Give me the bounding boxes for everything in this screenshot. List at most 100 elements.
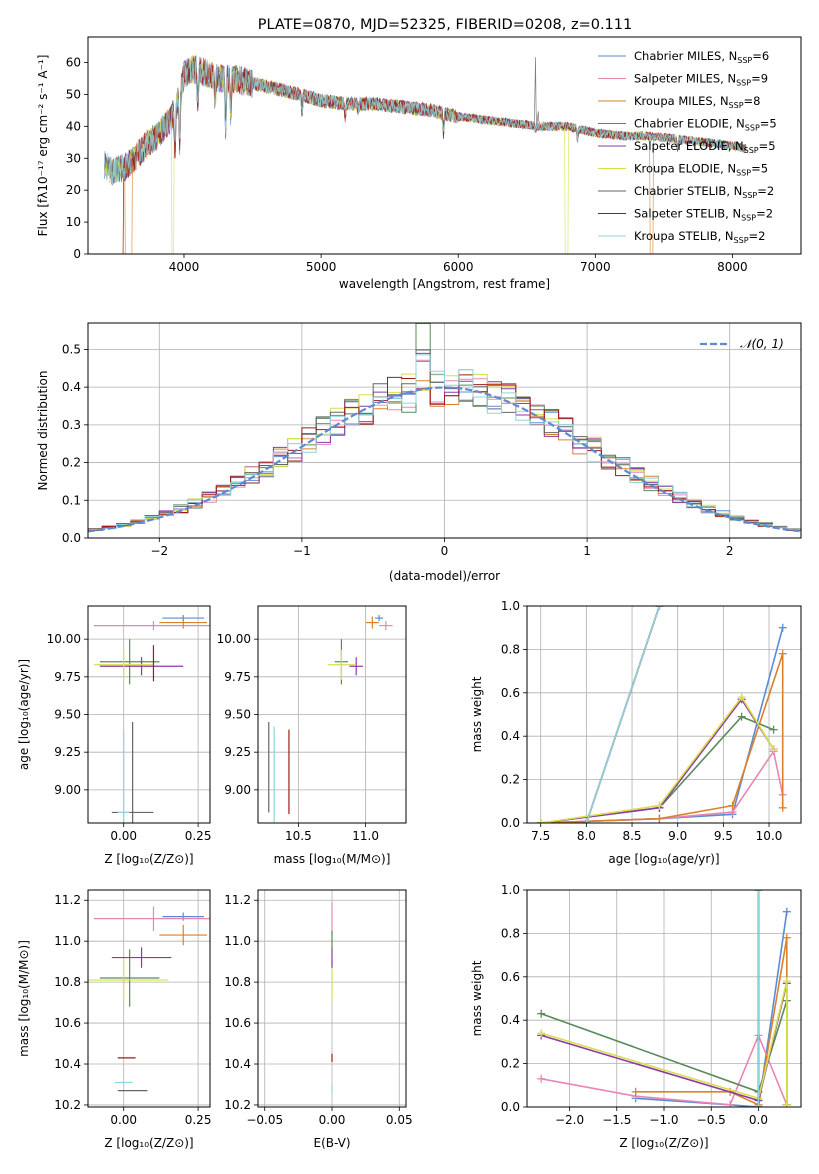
x-tick-label: 8000 xyxy=(717,260,748,274)
axes-frame xyxy=(87,36,802,255)
y-tick-label: 0.4 xyxy=(501,729,520,743)
x-axis-label: Z [log₁₀(Z/Z⊙)] xyxy=(619,1136,708,1150)
legend-entry: Kroupa ELODIE, NSSP=5 xyxy=(634,162,768,178)
y-axis-label: Flux [fλ10⁻¹⁷ erg cm⁻² s⁻¹ A⁻¹] xyxy=(36,55,50,237)
y-tick-label: 9.50 xyxy=(54,708,81,722)
weight-line-kroupa_elodie xyxy=(540,695,775,823)
y-tick-label: 60 xyxy=(66,56,81,70)
histograms xyxy=(88,323,801,533)
errorbar-salpeter_miles xyxy=(379,621,393,631)
y-tick-label: 50 xyxy=(66,87,81,101)
weight-marker xyxy=(754,890,763,894)
x-axis-label: (data-model)/error xyxy=(389,569,500,583)
x-tick-label: 0.25 xyxy=(185,1113,212,1127)
y-tick-label: 1.0 xyxy=(501,883,520,897)
errorbar-chabrier_miles xyxy=(375,615,384,622)
weight-line-kroupa_stelib xyxy=(585,606,661,823)
y-tick-label: 30 xyxy=(66,151,81,165)
x-tick-label: 0.0 xyxy=(749,1113,768,1127)
panel-3: 10.5 11.0 9.00 9.25 9.50 9.75 10.00 mass [log₁₀… xyxy=(217,605,407,866)
legend: 𝒩(0, 1) xyxy=(700,337,784,351)
gridlines xyxy=(258,606,406,823)
x-tick-label: −1.5 xyxy=(602,1113,631,1127)
x-tick-label: −1 xyxy=(293,544,311,558)
weight-marker xyxy=(537,1074,546,1083)
panel-4: 7.5 8.0 8.5 9.0 9.5 10.0 0.0 0.2 0.4 0.6 0.8 1.0 age… xyxy=(470,599,802,866)
weight-marker xyxy=(754,1103,763,1107)
panel-7: −2.0 −1.5 −1.0 −0.5 0.0 0.0 0.2 0.4 0.6 0.8 1.0 Z [… xyxy=(470,883,802,1150)
y-tick-label: 10.8 xyxy=(224,975,251,989)
weight-marker xyxy=(726,1100,735,1107)
errorbar-chabrier_elodie xyxy=(99,639,160,685)
legend-entry: Salpeter MILES, NSSP=9 xyxy=(634,72,768,88)
y-tick-label: 11.0 xyxy=(224,934,251,948)
x-tick-label: 7.5 xyxy=(531,829,550,843)
ticks: −2.0 −1.5 −1.0 −0.5 0.0 0.0 0.2 0.4 0.6 0.8 1.0 xyxy=(501,883,768,1127)
x-tick-label: 7000 xyxy=(580,260,611,274)
errorbar-kroupa_elodie xyxy=(93,649,154,680)
axes-frame xyxy=(257,889,407,1108)
y-tick-label: 9.75 xyxy=(54,670,81,684)
panel-2: 0.00 0.25 9.00 9.25 9.50 9.75 10.00 Z [log₁₀(Z/… xyxy=(17,605,212,866)
y-tick-label: 10.4 xyxy=(224,1057,251,1071)
y-tick-label: 1.0 xyxy=(501,599,520,613)
axes-frame xyxy=(87,889,211,1108)
y-tick-label: 0.2 xyxy=(501,773,520,787)
axes-frame xyxy=(87,322,802,539)
y-tick-label: 10.6 xyxy=(224,1016,251,1030)
y-axis-label: mass weight xyxy=(470,960,484,1036)
legend-entry: Salpeter ELODIE, NSSP=5 xyxy=(634,139,776,155)
errorbar-salpeter_miles xyxy=(93,621,210,631)
errorbar-chabrier_elodie xyxy=(99,949,160,1007)
weight-marker xyxy=(537,1009,546,1018)
x-tick-label: 11.0 xyxy=(352,829,379,843)
x-tick-label: 0.00 xyxy=(319,1113,346,1127)
y-tick-label: 11.2 xyxy=(54,893,81,907)
weight-marker xyxy=(769,725,778,734)
ticks: 7.5 8.0 8.5 9.0 9.5 10.0 0.0 0.2 0.4 0.6 0.8 1.0 xyxy=(501,599,782,843)
weight-marker xyxy=(537,1029,546,1038)
x-tick-label: 0.25 xyxy=(185,829,212,843)
spectrum-line-salpeter_stelib xyxy=(104,56,747,254)
y-tick-label: 0.6 xyxy=(501,970,520,984)
x-tick-label: 5000 xyxy=(306,260,337,274)
x-axis-label: mass [log₁₀(M/M⊙)] xyxy=(274,852,391,866)
panel-6: −0.05 0.00 0.05 10.2 10.4 10.6 10.8 11.0 11.2 E(B… xyxy=(224,889,413,1150)
errorbar-kroupa_miles xyxy=(159,616,208,629)
panel-1: −2 −1 0 1 2 0.0 0.1 0.2 0.3 0.4 0.5 (data-model)/er… xyxy=(36,322,802,583)
y-axis-label: mass [log₁₀(M/M⊙)] xyxy=(17,940,31,1057)
x-axis-label: wavelength [Angstrom, rest frame] xyxy=(339,277,550,291)
x-tick-label: −0.5 xyxy=(697,1113,726,1127)
y-tick-label: 0.2 xyxy=(501,1057,520,1071)
y-tick-label: 0.8 xyxy=(501,926,520,940)
weight-marker xyxy=(655,814,664,823)
y-tick-label: 9.00 xyxy=(224,783,251,797)
panel-0: 4000 5000 6000 7000 8000 0 10 20 30 40 50 60 PLATE=0… xyxy=(36,17,802,291)
y-tick-label: 10.6 xyxy=(54,1016,81,1030)
ticks: −2 −1 0 1 2 0.0 0.1 0.2 0.3 0.4 0.5 xyxy=(62,342,734,558)
ticks: 0.00 0.25 9.00 9.25 9.50 9.75 10.00 xyxy=(47,632,212,843)
y-axis-label: mass weight xyxy=(470,676,484,752)
x-tick-label: −2.0 xyxy=(555,1113,584,1127)
x-axis-label: Z [log₁₀(Z/Z⊙)] xyxy=(104,852,193,866)
weight-lines xyxy=(537,890,791,1107)
y-tick-label: 0.0 xyxy=(62,531,81,545)
y-axis-label: age [log₁₀(age/yr)] xyxy=(17,659,31,770)
errorbar-kroupa_miles xyxy=(365,616,380,629)
legend-entry: Kroupa STELIB, NSSP=2 xyxy=(634,229,765,245)
weight-marker xyxy=(782,1100,791,1107)
x-tick-label: −2 xyxy=(150,544,168,558)
y-tick-label: 9.25 xyxy=(54,745,81,759)
y-tick-label: 0 xyxy=(73,247,81,261)
spectra xyxy=(104,54,747,254)
y-tick-label: 9.75 xyxy=(224,670,251,684)
y-tick-label: 0.8 xyxy=(501,642,520,656)
weight-marker xyxy=(655,606,664,610)
y-tick-label: 0.2 xyxy=(62,456,81,470)
x-tick-label: 10.5 xyxy=(285,829,312,843)
ticks: 0.00 0.25 10.2 10.4 10.6 10.8 11.0 11.2 xyxy=(54,893,211,1127)
x-tick-label: 0.00 xyxy=(110,1113,137,1127)
y-tick-label: 0.4 xyxy=(501,1013,520,1027)
x-tick-label: 8.0 xyxy=(577,829,596,843)
axes-frame xyxy=(87,605,211,824)
